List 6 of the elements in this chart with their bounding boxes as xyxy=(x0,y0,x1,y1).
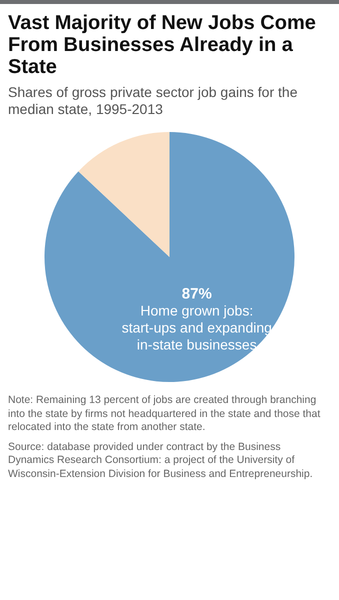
data-label: 87% xyxy=(182,286,212,303)
chart-subtitle: Shares of gross private sector job gains for the median state, 1995-2013 xyxy=(8,84,298,118)
text: Note: Remaining 13 percent of jobs are created through branching into the state by firms not headquartered in the state and those that relocated into the state from another state. xyxy=(8,394,322,434)
slice-label: Home grown jobs: start-ups and expanding in-state businesses xyxy=(122,302,272,352)
source-note: Source: database provided under contract by the Business Dynamics Research Consortium: a project of the University of Wisconsin-Extension Division for Business and Entrepreneurship. xyxy=(8,440,314,481)
chart-title: Vast Majority of New Jobs Come From Businesses Already in a State xyxy=(8,12,317,78)
